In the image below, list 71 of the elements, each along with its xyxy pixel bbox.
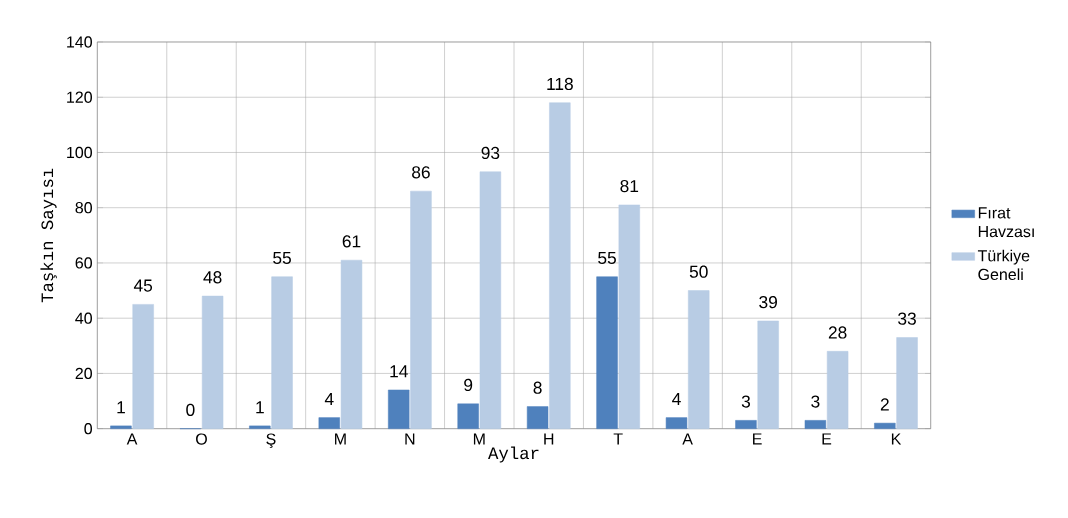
- bar: [249, 425, 271, 429]
- y-axis-title: Taşkın Sayısı: [40, 168, 57, 303]
- data-label: 33: [898, 312, 916, 325]
- data-label: 4: [672, 392, 681, 405]
- x-tick-label: M: [335, 433, 346, 445]
- y-tick-label: 100: [67, 146, 92, 159]
- bar: [735, 420, 757, 429]
- bar: [410, 190, 432, 429]
- bar: [549, 102, 571, 429]
- data-label: 3: [741, 395, 751, 408]
- data-label: 1: [256, 401, 264, 414]
- x-tick-label: N: [405, 433, 415, 445]
- data-label: 28: [828, 326, 847, 339]
- bar: [526, 406, 549, 429]
- x-tick-label: H: [544, 433, 554, 445]
- x-tick-label: E: [753, 433, 762, 445]
- data-label: 55: [598, 251, 616, 265]
- data-label: 61: [342, 235, 361, 248]
- x-tick-label: K: [891, 433, 902, 445]
- bar: [688, 290, 710, 429]
- legend-label: Türkiye Geneli: [977, 249, 1030, 281]
- bar: [665, 417, 688, 429]
- bar: [757, 320, 779, 429]
- x-tick-label: O: [196, 433, 207, 445]
- bar: [896, 337, 918, 429]
- x-tick-label: T: [613, 433, 623, 445]
- x-tick-label: E: [822, 433, 832, 445]
- data-label: 45: [133, 279, 153, 292]
- data-label: 86: [412, 166, 430, 179]
- x-tick-label: Ş: [266, 433, 276, 448]
- x-axis-title: Aylar: [488, 446, 539, 463]
- y-tick-label: 120: [67, 91, 92, 103]
- bar: [826, 351, 849, 429]
- data-label: 39: [759, 295, 777, 309]
- data-label: 81: [620, 179, 639, 193]
- data-label: 0: [186, 403, 195, 416]
- data-label: 1: [117, 401, 125, 414]
- data-label: 118: [547, 77, 573, 91]
- bar: [388, 389, 410, 429]
- legend-label: Fırat Havzası: [978, 207, 1034, 238]
- data-label: 3: [811, 395, 820, 408]
- data-label: 4: [324, 392, 334, 405]
- bar: [804, 420, 827, 429]
- x-tick-label: A: [126, 433, 138, 445]
- bar: [110, 425, 132, 429]
- bar: [457, 403, 479, 429]
- bar: [271, 276, 293, 429]
- x-tick-label: A: [682, 433, 693, 445]
- bar: [874, 422, 896, 429]
- bar: [596, 276, 618, 429]
- bar: [340, 259, 363, 429]
- x-tick-label: M: [473, 433, 485, 445]
- data-label: 55: [273, 251, 291, 265]
- y-tick-label: 40: [75, 312, 92, 324]
- data-label: 14: [390, 365, 408, 378]
- y-tick-label: 60: [75, 257, 92, 269]
- data-label: 50: [689, 265, 708, 278]
- bar: [201, 295, 224, 429]
- y-tick-label: 20: [75, 367, 92, 380]
- bar: [318, 417, 340, 429]
- y-tick-label: 80: [75, 202, 92, 214]
- bar: [618, 204, 640, 429]
- bar: [132, 304, 154, 429]
- data-label: 2: [880, 398, 889, 411]
- data-label: 93: [481, 146, 500, 160]
- data-label: 48: [203, 271, 222, 284]
- data-label: 9: [464, 378, 473, 392]
- y-tick-label: 0: [84, 423, 93, 435]
- y-tick-label: 140: [67, 36, 92, 48]
- data-label: 8: [533, 381, 542, 394]
- bar: [479, 171, 502, 429]
